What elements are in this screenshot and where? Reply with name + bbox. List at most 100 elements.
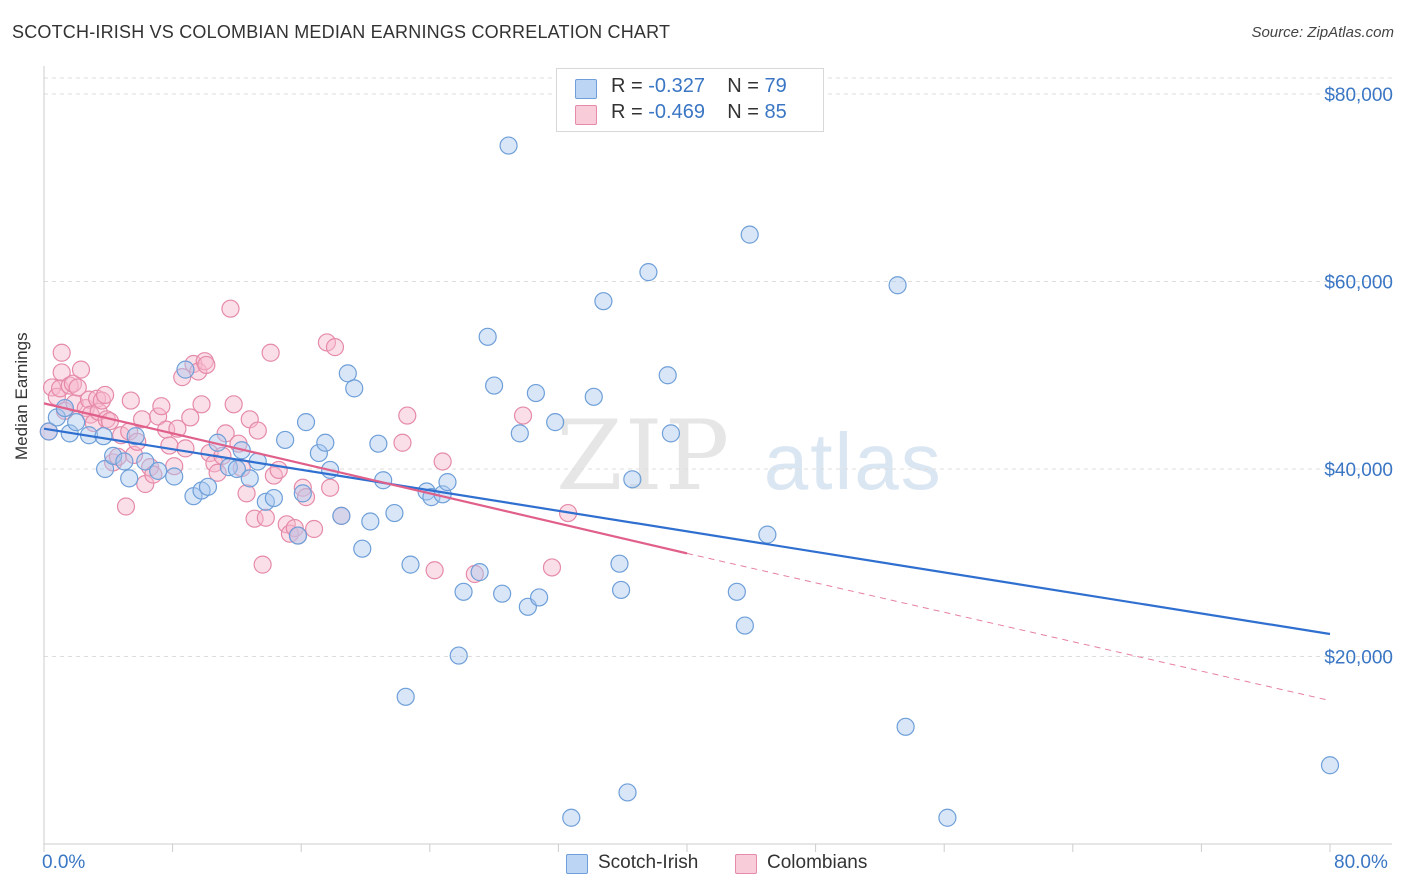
scotch-irish-point-41 [385, 503, 404, 523]
correlation-legend: R = -0.327 N = 79 R = -0.469 N = 85 [556, 68, 824, 132]
scotch-irish-point-7 [95, 459, 115, 479]
colombians-trend-line [43, 402, 688, 555]
legend-n-label: N = [727, 75, 765, 97]
scotch-irish-point-72 [740, 225, 759, 244]
scotch-irish-point-13 [149, 461, 168, 480]
watermark: ZIP atlas [556, 400, 943, 512]
scotch-irish-point-39 [369, 434, 388, 453]
scotch-irish-point-9 [115, 452, 134, 471]
scotch-irish-point-49 [454, 582, 473, 601]
y-tick-label-60000: $60,000 [1324, 273, 1393, 294]
scotch-irish-point-55 [510, 424, 529, 443]
colombians-trend-extension [686, 552, 1331, 702]
colombians-point-5 [52, 343, 71, 362]
scotch-irish-point-67 [639, 263, 658, 282]
scotch-irish-point-60 [562, 808, 581, 827]
colombians-point-19 [95, 385, 115, 405]
legend-swatch-pink [575, 105, 597, 125]
colombians-point-61 [253, 555, 272, 574]
colombians-point-60 [248, 421, 267, 440]
axes [43, 66, 1392, 852]
scotch-irish-point-51 [478, 327, 497, 346]
scotch-irish-point-11 [126, 427, 145, 446]
y-tick-label-40000: $40,000 [1324, 460, 1393, 481]
bottom-legend-label: Colombians [767, 852, 868, 873]
legend-swatch-blue [575, 79, 597, 99]
colombians-point-57 [237, 484, 256, 503]
scotch-irish-point-47 [438, 473, 457, 492]
legend-r-label: R = [611, 101, 649, 123]
scotch-irish-point-70 [727, 582, 746, 601]
scotch-irish-point-65 [618, 783, 637, 802]
watermark-atlas: atlas [763, 417, 943, 506]
colombians-point-47 [197, 355, 216, 375]
legend-r-label: R = [611, 75, 649, 97]
colombians-point-53 [221, 299, 240, 318]
scotch-irish-point-73 [758, 525, 777, 544]
colombians-point-41 [176, 439, 195, 458]
colombians-point-45 [192, 395, 211, 414]
scotch-irish-point-76 [938, 808, 957, 827]
colombians-point-80 [433, 452, 452, 471]
colombians-point-83 [542, 558, 562, 577]
scotch-irish-point-52 [485, 376, 504, 395]
scotch-irish-trend-line [43, 427, 1331, 636]
bottom-legend-label: Scotch-Irish [598, 852, 699, 873]
scotch-irish-point-42 [396, 687, 415, 706]
colombians-point-75 [325, 338, 345, 357]
scotch-irish-point-61 [584, 387, 603, 406]
scotch-irish-point-4 [67, 413, 86, 432]
bottom-swatch-pink [735, 854, 757, 874]
y-axis-label: Median Earnings [12, 332, 31, 460]
scotch-irish-point-12 [136, 452, 155, 471]
watermark-zip: ZIP [556, 400, 732, 512]
scotch-irish-point-43 [401, 555, 420, 574]
scotch-irish-point-14 [165, 467, 184, 486]
colombians-point-63 [261, 343, 280, 362]
scotch-irish-point-27 [276, 430, 295, 450]
scotch-irish-point-50 [470, 563, 489, 582]
trend-lines [43, 402, 1331, 702]
x-tick-label-min: 0.0% [42, 852, 86, 873]
colombians-point-10 [68, 378, 87, 397]
colombians-point-25 [116, 497, 136, 516]
colombians-point-77 [393, 433, 412, 452]
scotch-irish-point-58 [530, 588, 549, 607]
y-tick-label-20000: $20,000 [1324, 648, 1393, 669]
scotch-irish-point-31 [309, 443, 328, 463]
scotch-irish-point-69 [661, 424, 681, 443]
colombians-point-54 [224, 395, 243, 414]
colombians-point-74 [321, 478, 340, 497]
scotch-irish-point-62 [594, 292, 613, 311]
scotch-irish-point-75 [896, 717, 915, 736]
legend-n-value: 85 [764, 101, 787, 123]
colombians-point-72 [304, 519, 324, 539]
scotch-irish-point-53 [493, 584, 512, 603]
colombians-point-78 [398, 406, 417, 425]
colombians-point-27 [121, 391, 140, 410]
scotch-irish-point-77 [1320, 756, 1340, 775]
colombians-point-50 [208, 463, 227, 482]
source-credit: Source: ZipAtlas.com [1251, 24, 1394, 41]
scotch-irish-point-30 [296, 413, 316, 432]
legend-r-value: -0.327 [648, 75, 705, 97]
scotch-irish-point-15 [176, 360, 195, 379]
legend-n-label: N = [727, 101, 765, 123]
colombians-point-64 [264, 466, 283, 485]
scotch-irish-point-28 [288, 526, 308, 545]
grid-lines [44, 77, 1392, 657]
scotch-irish-point-10 [120, 469, 139, 488]
colombians-point-11 [71, 360, 91, 379]
colombians-point-35 [152, 397, 171, 416]
colombians-point-62 [256, 508, 275, 527]
scotch-irish-point-18 [198, 477, 218, 496]
scotch-irish-point-36 [345, 379, 364, 398]
colombians-point-37 [160, 436, 179, 455]
scotch-irish-points [39, 136, 1340, 827]
scotch-irish-point-26 [264, 488, 283, 508]
scotch-irish-point-59 [546, 413, 565, 432]
scotch-irish-point-63 [610, 554, 629, 573]
scotch-irish-point-38 [361, 512, 380, 531]
scotch-irish-point-57 [526, 383, 545, 403]
